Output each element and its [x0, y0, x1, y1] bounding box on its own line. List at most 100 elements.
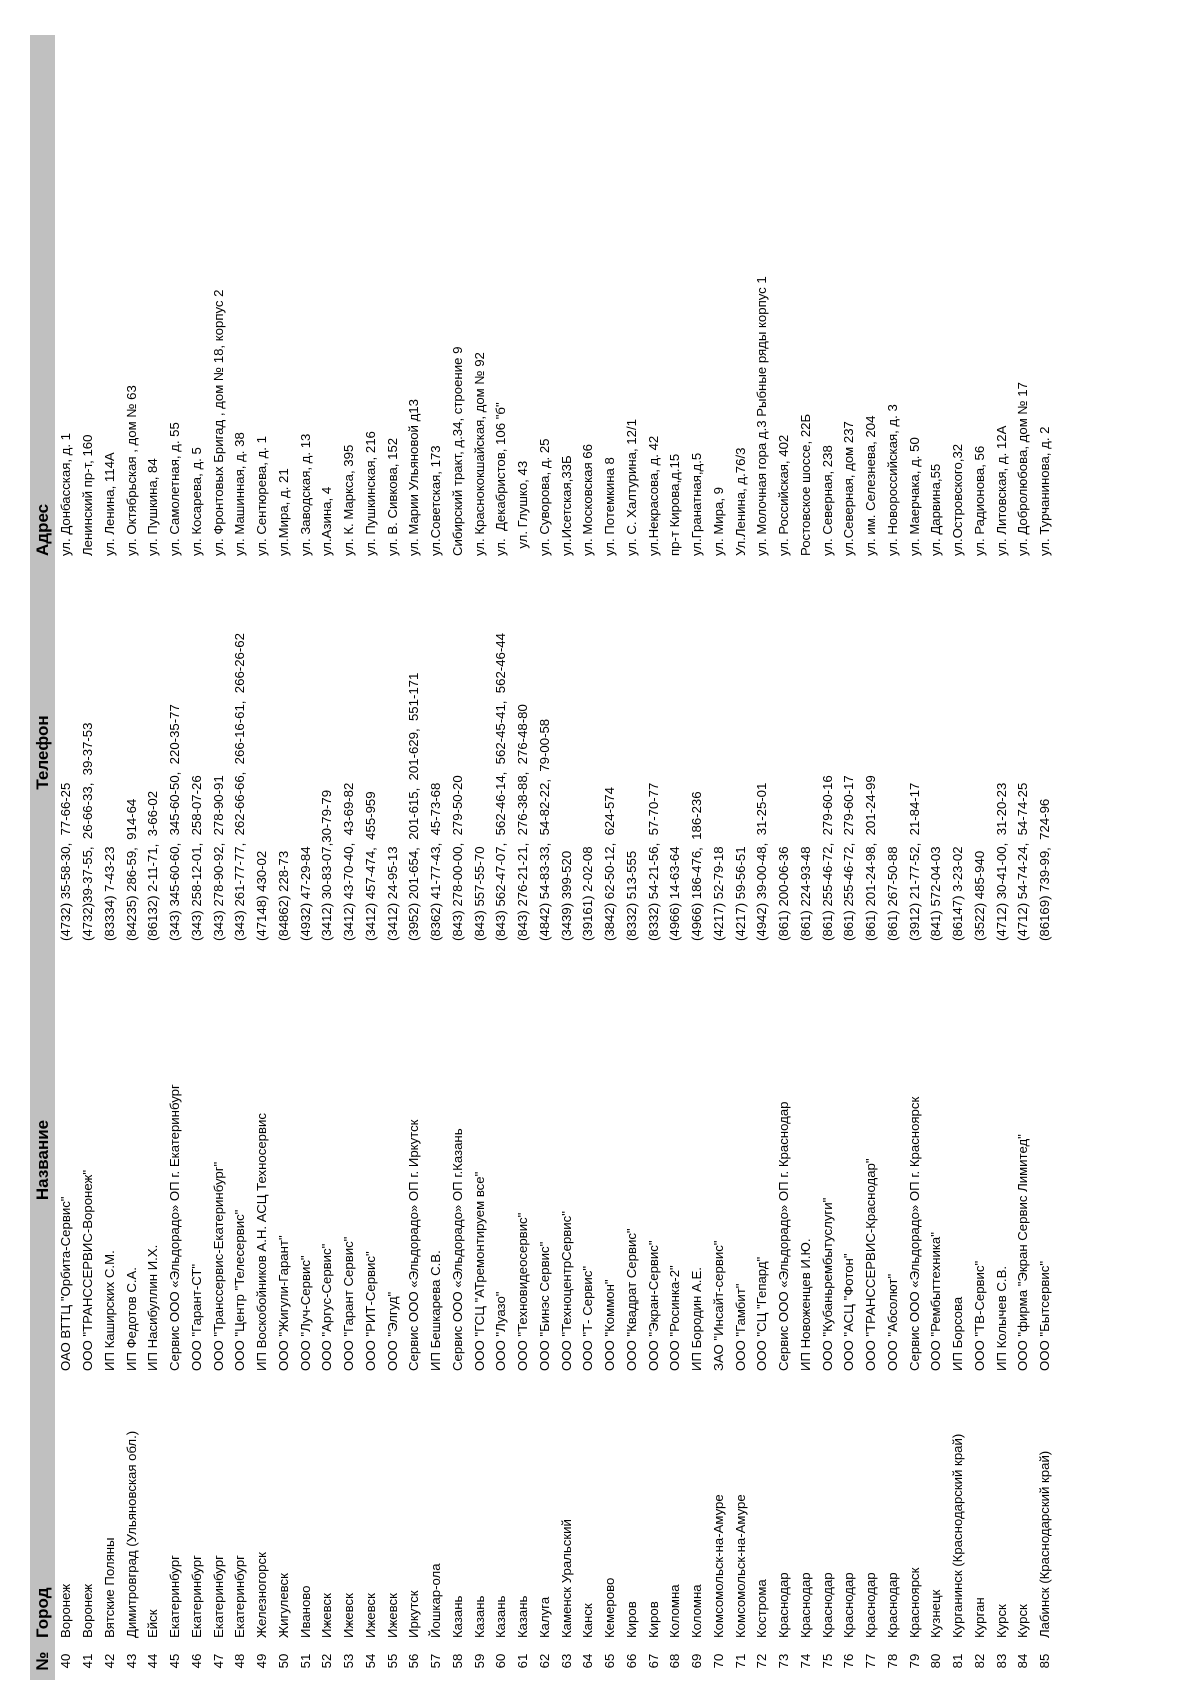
phone-cell: (841) 572-04-03 — [928, 846, 944, 941]
phone-cell: (86147) 3-23-02 — [950, 846, 966, 941]
address-cell: ул. Российская, 402 — [776, 434, 792, 556]
city-cell: Лабинск (Краснодарский край) — [1037, 1450, 1053, 1638]
city-cell: Екатеринбург — [188, 1555, 204, 1638]
phone-cell: (4217) 59-56-51 — [732, 846, 748, 941]
table-row: 54 Ижевск ООО "РИТ-Сервис" (3412) 457-474, … — [360, 35, 382, 1680]
address-cell: Ленинский пр-т, 160 — [80, 434, 96, 556]
company-name-cell: ООО "Абсолют" — [884, 1273, 900, 1371]
table-row: 65 Кемерово ООО "Коммон" (3842) 62-50-12, 6… — [599, 35, 621, 1680]
row-number-cell: 85 — [1037, 1653, 1053, 1669]
phone-cell: (343) 345-60-60, 345-60-50, 220-35-77 — [167, 704, 183, 941]
company-name-cell: Сервис ООО «Эльдорадо» ОП г. Красноярск — [906, 1096, 922, 1371]
company-name-cell: ИП Федотов С.А. — [123, 1267, 139, 1371]
address-cell: ул.Некрасова, д. 42 — [645, 435, 661, 556]
phone-cell: (861) 255-46-72, 279-60-16 — [819, 775, 835, 941]
table-row: 78 Краснодар ООО "Абсолют" (861) 267-50-88 у… — [882, 35, 904, 1680]
address-cell: ул. Пушкинская, 216 — [362, 431, 378, 556]
phone-cell: (4942) 39-00-48, 31-25-01 — [754, 782, 770, 941]
phone-cell: (8332) 513-555 — [623, 850, 639, 941]
address-cell: ул. Мира, 9 — [710, 486, 726, 556]
phone-cell: (3912) 21-77-52, 21-84-17 — [906, 782, 922, 941]
city-cell: Киров — [645, 1601, 661, 1638]
table-row: 71 Комсомольск-на-Амуре ООО "Гамбит" (4217)… — [729, 35, 751, 1680]
phone-cell: (84862) 228-73 — [275, 850, 291, 941]
phone-cell: (4932) 47-29-84 — [297, 846, 313, 941]
address-cell: ул. Пушкина, 84 — [145, 458, 161, 556]
table-row: 68 Коломна ООО "Росинка-2" (4966) 14-63-64 п… — [664, 35, 686, 1680]
address-cell: ул. В. Сивкова, 152 — [384, 437, 400, 556]
phone-cell: (3439) 399-520 — [558, 850, 574, 941]
phone-cell: (8362) 41-77-43, 45-73-68 — [428, 782, 444, 941]
phone-cell: (4966) 14-63-64 — [667, 846, 683, 941]
city-cell: Краснодар — [884, 1572, 900, 1638]
row-number-cell: 59 — [471, 1653, 487, 1669]
address-cell: ул.Исетская,33Б — [558, 455, 574, 556]
row-number-cell: 57 — [428, 1653, 444, 1669]
row-number-cell: 66 — [623, 1653, 639, 1669]
company-name-cell: ООО "Транссервис-Екатеринбург" — [210, 1161, 226, 1371]
table-row: 46 Екатеринбург ООО "Гарант-СТ" (343) 258-1… — [186, 35, 208, 1680]
city-cell: Воронеж — [80, 1583, 96, 1638]
city-cell: Кострома — [754, 1579, 770, 1638]
address-cell: ул. Марии Ульяновой д13 — [406, 399, 422, 556]
company-name-cell: ООО "ТРАНССЕРВИС-Воронеж" — [80, 1169, 96, 1371]
address-cell: ул. Заводская, д. 13 — [297, 433, 313, 556]
address-cell: ул.Гранатная,д.5 — [689, 452, 705, 556]
city-cell: Железногорск — [254, 1552, 270, 1638]
table-row: 44 Ейск ИП Насибуллин И.Х. (86132) 2-11-71,… — [142, 35, 164, 1680]
phone-cell: (4712) 30-41-00, 31-20-23 — [993, 782, 1009, 941]
table-row: 52 Ижевск ООО "Аргус-Сервис" (3412) 30-83-0… — [316, 35, 338, 1680]
table-row: 55 Ижевск ООО "Элгуд" (3412) 24-95-13 ул. В.… — [381, 35, 403, 1680]
company-name-cell: ИП Каширских С.М. — [101, 1250, 117, 1371]
city-cell: Жигулевск — [275, 1573, 291, 1638]
table-row: 49 Железногорск ИП Воскобойников А.Н. АСЦ … — [251, 35, 273, 1680]
table-header-row: № Город Название Телефон Адрес — [30, 35, 55, 1680]
company-name-cell: ООО "Центр "Телесервис" — [232, 1209, 248, 1371]
phone-cell: (343) 278-90-92, 278-90-91 — [210, 775, 226, 941]
table-row: 74 Краснодар ИП Новоженцев И.Ю. (861) 224-9… — [795, 35, 817, 1680]
phone-cell: (4712) 54-74-24, 54-74-25 — [1015, 782, 1031, 941]
address-cell: Сибирский тракт, д.34, строение 9 — [449, 346, 465, 556]
company-name-cell: ООО "Рембыттехника" — [928, 1232, 944, 1371]
phone-cell: (3522) 485-940 — [971, 850, 987, 941]
company-name-cell: ООО "Кубаньрембытуслуги" — [819, 1197, 835, 1371]
address-cell: ул. Октябрьская , дом № 63 — [123, 385, 139, 556]
company-name-cell: ООО "АСЦ "Фотон" — [841, 1253, 857, 1371]
city-cell: Казань — [471, 1595, 487, 1638]
address-cell: ул.Советская, 173 — [428, 445, 444, 556]
table-row: 57 Йошкар-ола ИП Бешкарева С.В. (8362) 41-7… — [425, 35, 447, 1680]
address-cell: ул. Краснококшайская, дом № 92 — [471, 352, 487, 556]
address-cell: ул. Потемкина 8 — [602, 457, 618, 556]
row-number-cell: 61 — [515, 1653, 531, 1669]
company-name-cell: ООО "Жигули-Гарант" — [275, 1235, 291, 1371]
phone-cell: (86132) 2-11-71, 3-66-02 — [145, 790, 161, 941]
company-name-cell: ООО "Гарант-СТ" — [188, 1263, 204, 1371]
city-cell: Краснодар — [776, 1572, 792, 1638]
header-phone: Телефон — [30, 560, 55, 945]
table-row: 59 Казань ООО "ГСЦ "АТремонтируем все" (843… — [468, 35, 490, 1680]
company-name-cell: ИП Бешкарева С.В. — [428, 1250, 444, 1371]
table-row: 61 Казань ООО "Техновидеосервис" (843) 276-… — [512, 35, 534, 1680]
row-number-cell: 40 — [58, 1653, 74, 1669]
company-name-cell: ООО "Гарант Сервис" — [341, 1236, 357, 1371]
phone-cell: (4732) 35-58-30, 77-66-25 — [58, 782, 74, 941]
table-row: 51 Иваново ООО "Луч-Сервис" (4932) 47-29-84… — [294, 35, 316, 1680]
company-name-cell: Сервис ООО «Эльдорадо» ОП г.Казань — [449, 1128, 465, 1371]
address-cell: ул. Северная, 238 — [819, 445, 835, 556]
phone-cell: (843) 557-55-70 — [471, 846, 487, 941]
row-number-cell: 82 — [971, 1653, 987, 1669]
city-cell: Киров — [623, 1601, 639, 1638]
city-cell: Комсомольск-на-Амуре — [732, 1494, 748, 1638]
row-number-cell: 77 — [863, 1653, 879, 1669]
company-name-cell: ИП Борсова — [950, 1296, 966, 1371]
table-row: 42 Вятские Поляны ИП Каширских С.М. (83334)… — [99, 35, 121, 1680]
company-name-cell: ООО "Квадрат Сервис" — [623, 1228, 639, 1371]
city-cell: Каменск Уральский — [558, 1519, 574, 1638]
company-name-cell: ООО "ТехноцентрСервис" — [558, 1211, 574, 1371]
table-row: 77 Краснодар ООО "ТРАНССЕРВИС-Краснодар" (8… — [860, 35, 882, 1680]
table-row: 67 Киров ООО "Экран-Сервис" (8332) 54-21-56… — [642, 35, 664, 1680]
row-number-cell: 76 — [841, 1653, 857, 1669]
table-row: 43 Димитровград (Ульяновская обл.) ИП Федо… — [120, 35, 142, 1680]
row-number-cell: 65 — [602, 1653, 618, 1669]
city-cell: Краснодар — [797, 1572, 813, 1638]
